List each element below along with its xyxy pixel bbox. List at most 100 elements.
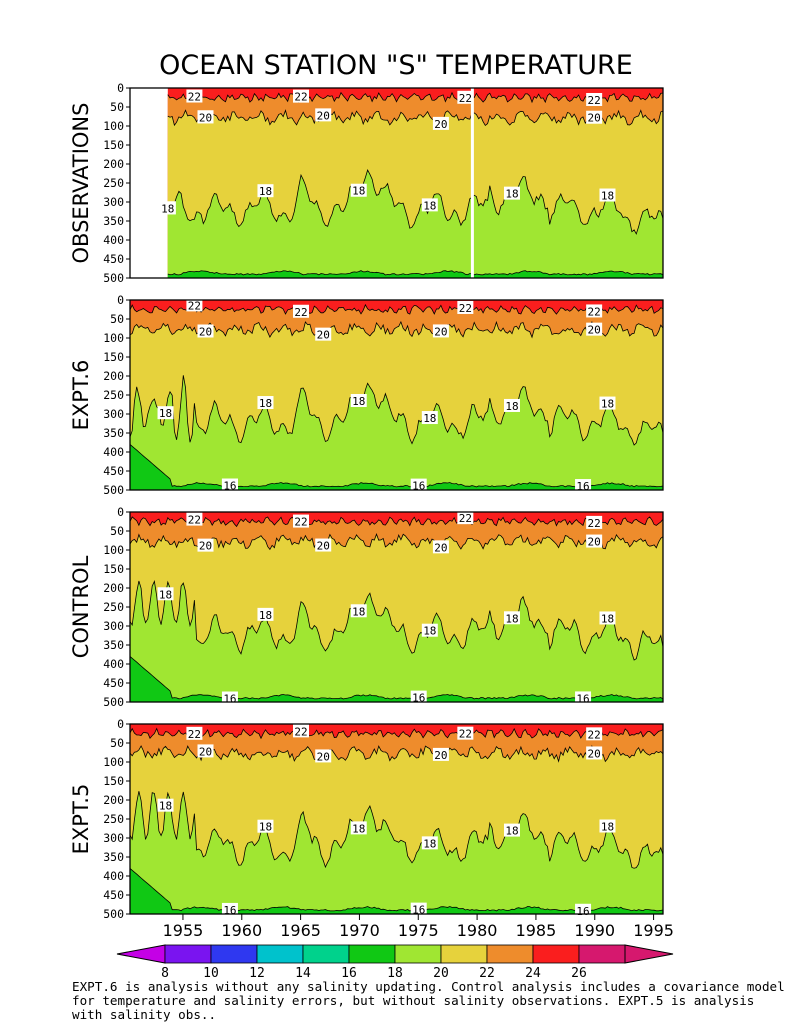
contour-label: 22 <box>188 728 201 741</box>
contour-label-bg <box>421 836 438 850</box>
y-tick-label: 450 <box>103 888 124 902</box>
y-tick-label: 300 <box>103 619 124 633</box>
contour-label-bg <box>221 478 238 492</box>
colorbar-label: 18 <box>387 966 403 981</box>
contour-label-bg <box>157 798 174 812</box>
y-tick-label: 450 <box>103 464 124 478</box>
contour-label: 22 <box>588 305 601 318</box>
contour-label-bg <box>197 744 214 758</box>
contour-label: 18 <box>352 395 365 408</box>
contour-label: 20 <box>588 536 601 549</box>
contour-label: 22 <box>588 517 601 530</box>
contour-label: 22 <box>459 728 472 741</box>
colorbar-swatch <box>532 944 580 964</box>
y-tick-label: 500 <box>103 695 124 709</box>
isotherm-20 <box>129 533 664 551</box>
contour-label: 18 <box>352 185 365 198</box>
contour-label-bg <box>421 198 438 212</box>
y-tick-label: 0 <box>117 81 124 95</box>
y-tick-label: 200 <box>103 157 124 171</box>
y-tick-label: 300 <box>103 407 124 421</box>
colorbar-swatch <box>394 944 442 964</box>
contour-label: 20 <box>317 540 330 553</box>
contour-label: 22 <box>294 306 307 319</box>
contour-label: 18 <box>259 821 272 834</box>
contour-label-bg <box>293 304 310 318</box>
contour-label: 22 <box>294 91 307 104</box>
contour-label: 18 <box>505 825 518 838</box>
contour-label-bg <box>410 690 427 704</box>
panel-label: EXPT.6 <box>69 360 93 431</box>
panel-control: 22 22 22 22 20 20 20 20 18 18 18 18 18 18 16 16 16 0 50 100… <box>69 505 664 709</box>
isotherm-22 <box>129 516 664 528</box>
contour-label-bg <box>293 89 310 103</box>
y-tick-label: 150 <box>103 562 124 576</box>
band-16-18 <box>130 581 663 702</box>
colorbar-label: 12 <box>249 966 265 981</box>
contour-label: 18 <box>423 199 436 212</box>
contour-label-bg <box>599 188 616 202</box>
contour-label: 20 <box>588 747 601 760</box>
contour-label: 20 <box>434 541 447 554</box>
contour-label-bg <box>257 607 274 621</box>
contour-label: 22 <box>188 299 201 312</box>
y-tick-label: 450 <box>103 252 124 266</box>
contour-label: 22 <box>459 512 472 525</box>
contour-label: 16 <box>576 480 589 493</box>
contour-label-bg <box>350 821 367 835</box>
panels: 22 22 22 22 20 20 20 20 20 18 18 18 18 18 18 18 0 50 100 15… <box>69 81 664 921</box>
y-tick-label: 250 <box>103 176 124 190</box>
contour-label: 20 <box>199 745 212 758</box>
contour-label-bg <box>186 89 203 103</box>
contour-label-bg <box>586 727 603 741</box>
contour-label: 22 <box>588 728 601 741</box>
y-tick-label: 200 <box>103 369 124 383</box>
contour-label-bg <box>457 726 474 740</box>
contour-label: 20 <box>317 329 330 342</box>
contour-label-bg <box>197 324 214 338</box>
y-tick-label: 50 <box>110 524 124 538</box>
contour-label-bg <box>257 184 274 198</box>
band-16-18 <box>130 791 663 914</box>
contour-label: 16 <box>223 904 236 917</box>
contour-label-bg <box>432 324 449 338</box>
contour-label-bg <box>157 587 174 601</box>
y-tick-label: 150 <box>103 350 124 364</box>
colorbar-label: 10 <box>203 966 219 981</box>
colorbar: 8 10 12 14 16 18 20 22 24 26 <box>116 944 674 981</box>
contour-label: 18 <box>161 202 174 215</box>
y-tick-label: 500 <box>103 271 124 285</box>
y-tick-label: 50 <box>110 736 124 750</box>
colorbar-label: 20 <box>433 966 449 981</box>
contour-label-bg <box>350 183 367 197</box>
colorbar-swatch <box>164 944 212 964</box>
colorbar-label: 24 <box>525 966 541 981</box>
contour-label: 16 <box>223 693 236 706</box>
panel-observations: 2222222220202020201818181818181805010015… <box>69 81 664 285</box>
panel-label: OBSERVATIONS <box>69 103 93 264</box>
contour-label-bg <box>586 304 603 318</box>
contour-label: 22 <box>294 516 307 529</box>
y-tick-label: 200 <box>103 581 124 595</box>
contour-label-bg <box>350 394 367 408</box>
contour-label: 22 <box>188 514 201 527</box>
colorbar-label: 16 <box>341 966 357 981</box>
y-tick-label: 400 <box>103 869 124 883</box>
y-tick-label: 150 <box>103 138 124 152</box>
contour-label-bg <box>421 623 438 637</box>
contour-label-bg <box>293 514 310 528</box>
contour-label: 18 <box>352 822 365 835</box>
contour-label-bg <box>432 747 449 761</box>
colorbar-label: 8 <box>161 966 169 981</box>
colorbar-label: 26 <box>571 966 587 981</box>
contour-label: 18 <box>159 407 172 420</box>
contour-label: 22 <box>588 94 601 107</box>
colorbar-swatch <box>486 944 534 964</box>
y-tick-label: 100 <box>103 543 124 557</box>
isotherm-16 <box>167 270 664 276</box>
x-tick-label: 1980 <box>457 921 498 940</box>
figure-caption: EXPT.6 is analysis without any salinity … <box>72 979 785 1022</box>
contour-label-bg <box>586 534 603 548</box>
